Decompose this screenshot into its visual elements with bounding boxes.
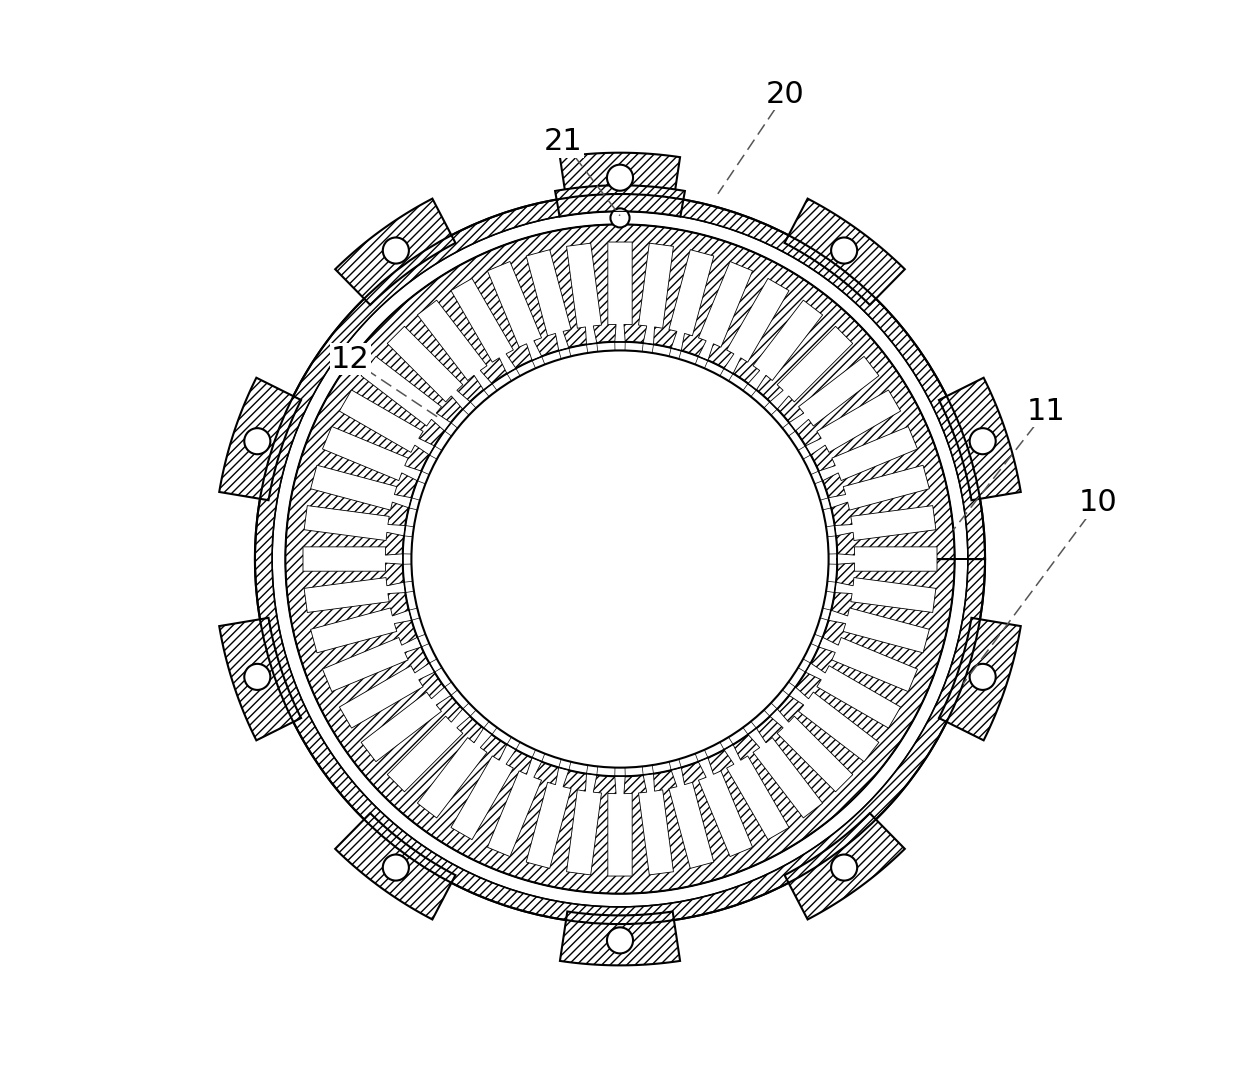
Circle shape [244,428,270,454]
Polygon shape [361,687,451,762]
Polygon shape [806,390,900,455]
Polygon shape [818,427,918,480]
Polygon shape [770,709,853,792]
Polygon shape [451,278,516,373]
Polygon shape [487,758,542,856]
Circle shape [383,237,409,263]
Polygon shape [698,261,753,360]
Polygon shape [748,300,822,390]
Polygon shape [567,774,601,875]
Polygon shape [668,250,714,351]
Polygon shape [835,578,936,613]
Polygon shape [487,261,542,360]
Polygon shape [322,638,422,691]
Polygon shape [273,212,967,906]
Polygon shape [219,378,301,500]
Polygon shape [418,300,492,390]
Polygon shape [255,194,985,924]
Polygon shape [835,506,936,541]
Circle shape [244,664,270,690]
Polygon shape [335,814,455,919]
Circle shape [831,237,857,263]
Polygon shape [785,814,905,919]
Text: 11: 11 [1027,396,1065,426]
Polygon shape [387,327,470,410]
Polygon shape [828,465,929,510]
Polygon shape [698,758,753,856]
Polygon shape [311,465,412,510]
Polygon shape [668,768,714,868]
Polygon shape [556,186,684,216]
Polygon shape [789,356,879,431]
Polygon shape [526,768,572,868]
Polygon shape [361,356,451,431]
Polygon shape [828,608,929,653]
Text: 10: 10 [1079,488,1117,517]
Polygon shape [387,709,470,792]
Polygon shape [311,608,412,653]
Polygon shape [340,663,434,728]
Polygon shape [285,225,955,893]
Polygon shape [785,199,905,305]
Circle shape [606,927,634,953]
Polygon shape [608,776,632,876]
Circle shape [412,351,828,768]
Polygon shape [837,547,937,571]
Polygon shape [789,687,879,762]
Polygon shape [303,547,403,571]
Polygon shape [219,618,301,740]
Polygon shape [322,427,422,480]
Text: 20: 20 [766,80,805,108]
Circle shape [970,428,996,454]
Circle shape [831,855,857,880]
Polygon shape [335,199,455,305]
Polygon shape [639,244,673,344]
Polygon shape [451,745,516,840]
Circle shape [606,165,634,191]
Polygon shape [340,390,434,455]
Circle shape [610,209,630,227]
Polygon shape [939,618,1021,740]
Polygon shape [304,506,405,541]
Polygon shape [639,774,673,875]
Text: 21: 21 [544,128,583,156]
Text: 12: 12 [331,345,370,373]
Polygon shape [304,578,405,613]
Polygon shape [418,728,492,818]
Polygon shape [526,250,572,351]
Polygon shape [770,327,853,410]
Polygon shape [748,728,822,818]
Polygon shape [939,378,1021,500]
Polygon shape [806,663,900,728]
Circle shape [970,664,996,690]
Polygon shape [567,244,601,344]
Polygon shape [560,153,680,206]
Polygon shape [724,278,789,373]
Polygon shape [818,638,918,691]
Polygon shape [560,912,680,965]
Circle shape [383,855,409,880]
Polygon shape [608,242,632,342]
Polygon shape [724,745,789,840]
